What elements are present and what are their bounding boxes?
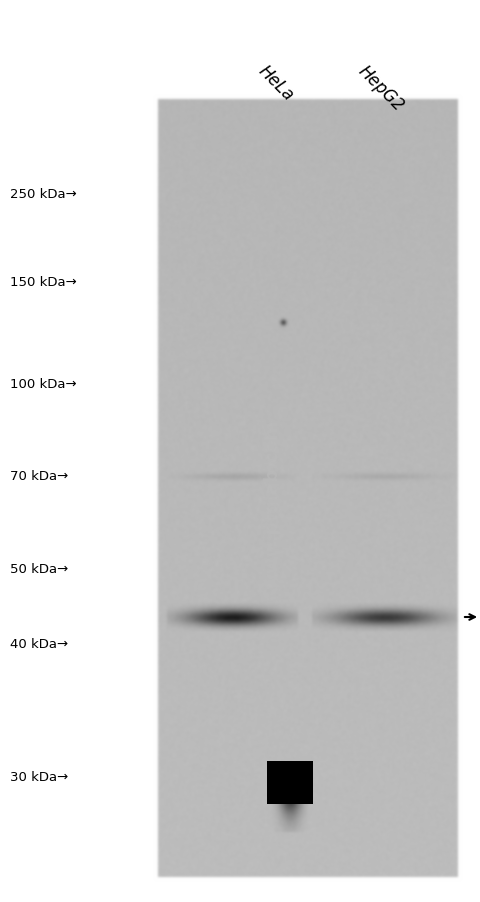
Text: 70 kDa→: 70 kDa→ [10,470,68,483]
Text: 30 kDa→: 30 kDa→ [10,770,68,784]
Text: 40 kDa→: 40 kDa→ [10,638,68,650]
Text: HepG2: HepG2 [355,62,408,115]
Text: 100 kDa→: 100 kDa→ [10,378,77,391]
Text: www.ptglab.com: www.ptglab.com [263,419,281,589]
Text: 150 kDa→: 150 kDa→ [10,276,77,290]
Text: 250 kDa→: 250 kDa→ [10,189,77,201]
Text: HeLa: HeLa [255,62,298,105]
Text: 50 kDa→: 50 kDa→ [10,563,68,575]
